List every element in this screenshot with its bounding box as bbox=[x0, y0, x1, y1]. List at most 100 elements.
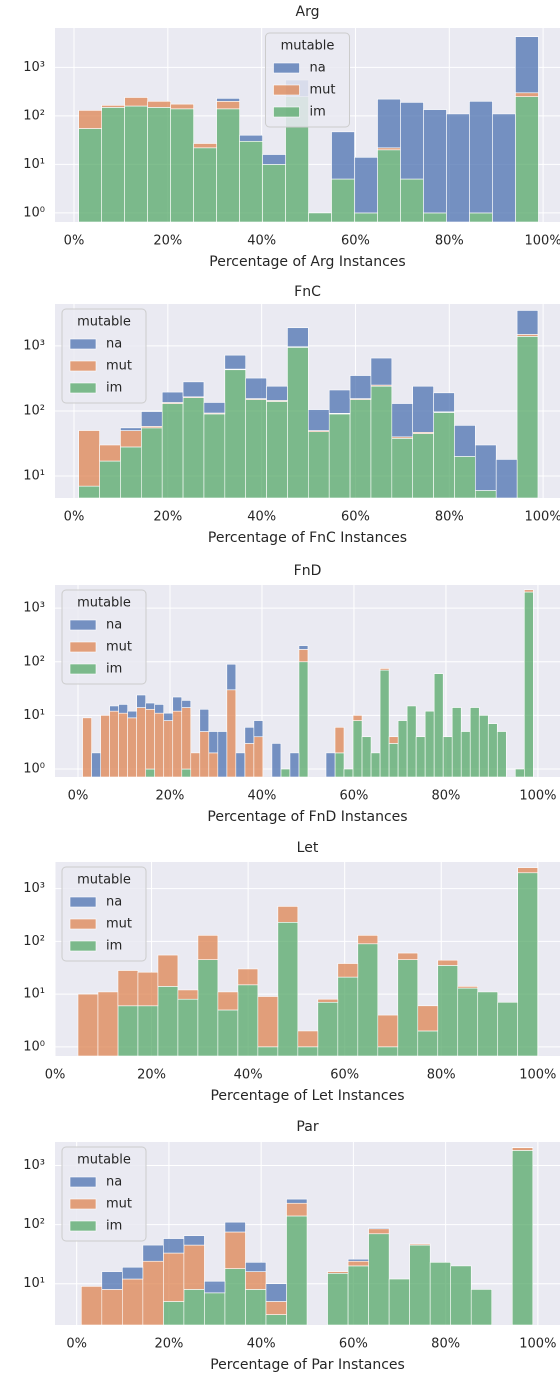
bar-segment bbox=[177, 998, 199, 1057]
bar-segment bbox=[120, 427, 142, 431]
bar-segment bbox=[161, 391, 184, 403]
x-tick-label: 20% bbox=[137, 1068, 166, 1083]
bar-segment bbox=[182, 381, 205, 398]
bar-segment bbox=[454, 425, 476, 457]
bar-segment bbox=[487, 723, 498, 778]
bar-segment bbox=[317, 998, 339, 1003]
bar-segment bbox=[492, 113, 516, 223]
bar-segment bbox=[331, 131, 355, 180]
x-tick-label: 80% bbox=[435, 510, 464, 525]
bar-segment bbox=[101, 1289, 123, 1326]
legend: mutable na mut im bbox=[61, 308, 147, 404]
bar-segment bbox=[400, 178, 424, 223]
bar-segment bbox=[120, 446, 142, 499]
bar-segment bbox=[97, 991, 119, 1057]
bar-segment bbox=[109, 710, 119, 778]
x-tick-label: 0% bbox=[68, 789, 89, 804]
x-axis-label: Percentage of FnD Instances bbox=[207, 809, 407, 825]
bar-segment bbox=[515, 92, 539, 97]
bar-segment bbox=[183, 1235, 205, 1246]
bar-segment bbox=[349, 375, 372, 399]
x-tick-label: 0% bbox=[64, 510, 85, 525]
x-tick-label: 80% bbox=[431, 789, 460, 804]
bar-segment bbox=[457, 987, 479, 1057]
x-tick-label: 60% bbox=[330, 1068, 359, 1083]
bar-segment bbox=[417, 1005, 439, 1032]
bar-segment bbox=[397, 720, 408, 778]
bar-segment bbox=[511, 1150, 534, 1326]
x-tick-label: 100% bbox=[525, 510, 560, 525]
legend-swatch bbox=[69, 1176, 97, 1188]
bar-segment bbox=[181, 700, 192, 708]
x-tick-label: 40% bbox=[247, 510, 276, 525]
bar-segment bbox=[253, 720, 264, 738]
bar-segment bbox=[328, 389, 351, 414]
bar-segment bbox=[208, 731, 219, 754]
bar-segment bbox=[286, 1215, 308, 1326]
y-tick-label: 10¹ bbox=[23, 157, 45, 172]
bar-segment bbox=[266, 385, 288, 401]
x-tick-label: 40% bbox=[247, 1337, 276, 1352]
bar-segment bbox=[77, 993, 99, 1057]
bar-segment bbox=[377, 149, 401, 223]
bar-segment bbox=[82, 717, 92, 778]
bar-segment bbox=[397, 959, 419, 1057]
legend-swatch bbox=[69, 338, 97, 350]
bar-segment bbox=[361, 736, 372, 778]
bar-segment bbox=[101, 107, 125, 223]
bar-segment bbox=[172, 710, 183, 778]
bar-segment bbox=[235, 752, 246, 778]
bar-segment bbox=[170, 103, 194, 110]
x-axis-label: Percentage of FnC Instances bbox=[208, 530, 407, 546]
bar-segment bbox=[204, 1292, 226, 1326]
bar-segment bbox=[433, 412, 455, 499]
bar-segment bbox=[298, 661, 309, 778]
bar-segment bbox=[78, 430, 100, 487]
bar-segment bbox=[308, 409, 330, 431]
x-axis-label: Percentage of Par Instances bbox=[210, 1357, 405, 1373]
bar-segment bbox=[245, 1271, 267, 1290]
bar-segment bbox=[237, 984, 259, 1057]
bar-segment bbox=[203, 413, 226, 499]
bar-segment bbox=[325, 752, 336, 778]
legend: mutable na mut im bbox=[61, 589, 147, 685]
legend-box bbox=[61, 866, 147, 962]
bar-segment bbox=[424, 710, 435, 778]
bar-segment bbox=[199, 731, 210, 778]
bar-segment bbox=[370, 357, 393, 386]
bar-segment bbox=[204, 1280, 226, 1294]
bar-segment bbox=[289, 752, 300, 778]
legend-box bbox=[61, 308, 147, 404]
bar-segment bbox=[391, 403, 413, 438]
bar-segment bbox=[446, 113, 470, 223]
bar-segment bbox=[280, 768, 291, 778]
bar-segment bbox=[193, 147, 217, 223]
bar-segment bbox=[203, 402, 226, 414]
bar-segment bbox=[337, 976, 359, 1057]
x-tick-label: 20% bbox=[154, 1337, 183, 1352]
bar-segment bbox=[141, 411, 163, 427]
bar-segment bbox=[199, 708, 210, 732]
bar-segment bbox=[478, 715, 489, 778]
bar-segment bbox=[137, 971, 159, 1007]
bar-segment bbox=[80, 1286, 103, 1326]
y-tick-label: 10³ bbox=[23, 338, 45, 353]
bar-segment bbox=[91, 752, 101, 778]
bar-segment bbox=[271, 743, 282, 778]
bar-segment bbox=[265, 1301, 287, 1315]
bar-segment bbox=[118, 712, 128, 778]
x-tick-label: 0% bbox=[45, 1068, 66, 1083]
bar-segment bbox=[347, 1265, 369, 1326]
bar-segment bbox=[397, 952, 419, 960]
y-tick-label: 10² bbox=[23, 654, 45, 669]
legend-label: im bbox=[106, 662, 122, 677]
bar-segment bbox=[412, 433, 434, 499]
bar-segment bbox=[244, 726, 255, 744]
bar-segment bbox=[409, 1244, 431, 1326]
bar-segment bbox=[517, 872, 538, 1057]
bar-segment bbox=[514, 768, 525, 778]
bar-segment bbox=[163, 720, 174, 778]
bar-segment bbox=[368, 1233, 390, 1326]
bar-segment bbox=[469, 101, 493, 214]
bar-segment bbox=[298, 649, 309, 663]
